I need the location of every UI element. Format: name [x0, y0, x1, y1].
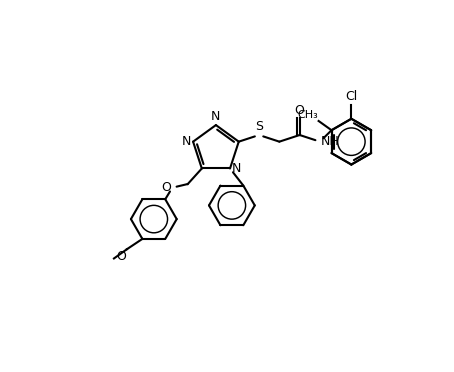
Text: N: N — [232, 162, 241, 175]
Text: O: O — [162, 181, 172, 194]
Text: O: O — [116, 250, 126, 263]
Text: N: N — [182, 135, 191, 148]
Text: Cl: Cl — [345, 90, 357, 103]
Text: CH₃: CH₃ — [297, 110, 318, 120]
Text: O: O — [295, 103, 305, 116]
Text: N: N — [211, 110, 221, 123]
Text: NH: NH — [321, 135, 340, 148]
Text: S: S — [255, 120, 263, 133]
